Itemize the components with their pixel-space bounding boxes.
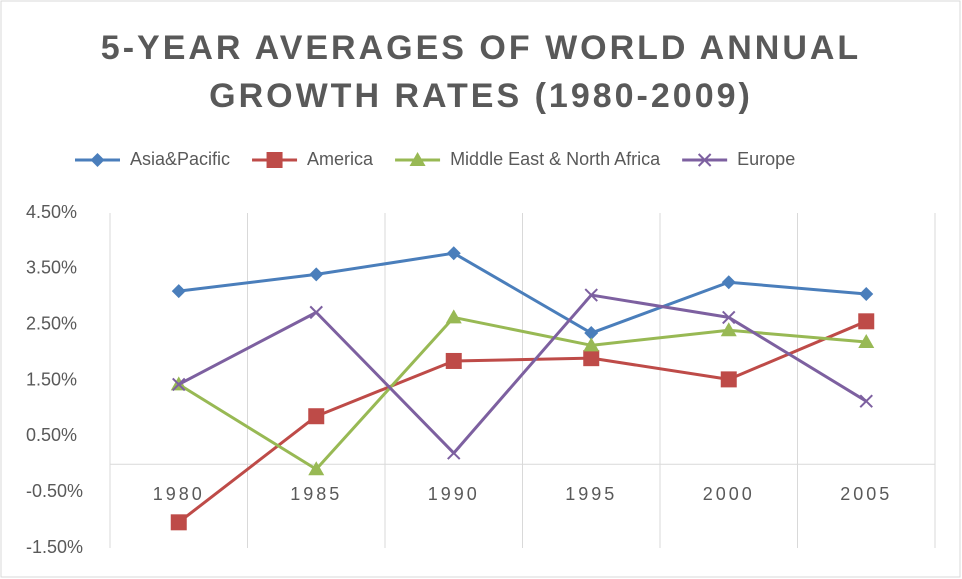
series-line (178, 251, 867, 335)
marker (859, 286, 874, 301)
marker (721, 275, 736, 290)
legend-label: America (307, 149, 374, 169)
y-tick-label: 3.50% (26, 258, 77, 278)
marker (308, 408, 325, 425)
marker (172, 377, 186, 392)
marker (309, 267, 324, 282)
legend-label: Europe (737, 149, 795, 169)
y-tick-label: -0.50% (26, 481, 83, 501)
y-tick-label: 4.50% (26, 202, 77, 222)
legend-label: Asia&Pacific (130, 149, 230, 169)
y-tick-label: -1.50% (26, 537, 83, 557)
marker (308, 461, 325, 476)
marker (309, 305, 323, 320)
marker (583, 350, 600, 367)
series-line (178, 293, 868, 455)
marker (722, 310, 736, 325)
y-tick-label: 1.50% (26, 369, 77, 389)
marker (266, 152, 283, 168)
marker (170, 514, 187, 531)
x-tick-label: 1995 (565, 484, 617, 504)
marker (446, 246, 461, 261)
marker (584, 326, 599, 341)
marker (445, 309, 462, 324)
x-tick-label: 2000 (703, 484, 755, 504)
legend-label: Middle East & North Africa (450, 149, 661, 169)
marker (584, 288, 598, 302)
series-line (177, 319, 867, 524)
x-tick-label: 1980 (153, 484, 205, 504)
marker (409, 152, 426, 166)
marker (720, 371, 737, 388)
marker (445, 352, 462, 369)
x-tick-label: 1985 (290, 484, 342, 504)
marker (859, 394, 873, 408)
marker (447, 446, 461, 460)
marker (171, 284, 186, 299)
marker (720, 322, 737, 337)
x-tick-label: 1990 (428, 484, 480, 504)
marker (858, 333, 875, 348)
marker (583, 337, 600, 352)
marker (858, 313, 875, 330)
y-tick-label: 0.50% (26, 425, 77, 445)
marker (90, 153, 105, 167)
marker (697, 153, 712, 167)
x-tick-label: 2005 (840, 484, 892, 504)
chart-title: 5-YEAR AVERAGES OF WORLD ANNUAL GROWTH R… (100, 29, 862, 115)
y-tick-label: 2.50% (26, 313, 77, 333)
